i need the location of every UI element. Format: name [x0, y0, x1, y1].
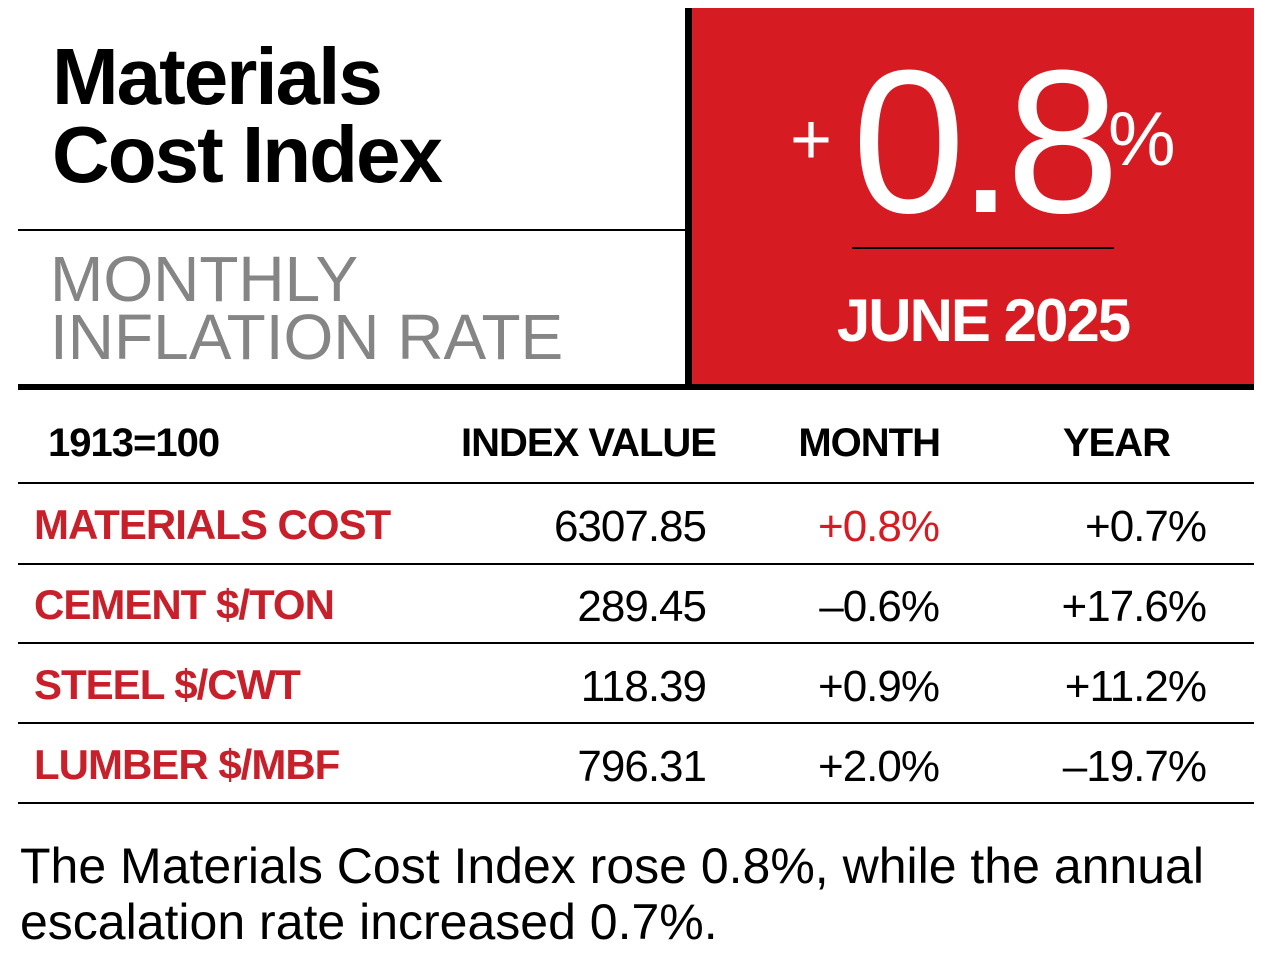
row-index-cement: 289.45	[577, 582, 707, 631]
header-bottom-rule	[18, 384, 1254, 390]
row-year-materials-cost: +0.7%	[1085, 502, 1207, 551]
row-year-cement: +17.6%	[1061, 582, 1207, 631]
highlight-value: 0.8	[852, 28, 1120, 256]
highlight-divider	[852, 247, 1114, 249]
row-index-steel: 118.39	[580, 662, 707, 711]
column-header-month: MONTH	[798, 421, 941, 465]
page-title: Materials Cost Index	[52, 32, 443, 199]
row-month-materials-cost: +0.8%	[818, 502, 940, 551]
row-label-materials-cost: MATERIALS COST	[34, 501, 391, 548]
subtitle-line-1: MONTHLY	[50, 243, 359, 315]
row-label-cement: CEMENT $/TON	[34, 581, 335, 628]
row-year-lumber: –19.7%	[1062, 742, 1207, 791]
highlight-sign: +	[790, 100, 833, 180]
highlight-period: JUNE 2025	[836, 287, 1131, 354]
subtitle: MONTHLY INFLATION RATE	[50, 243, 564, 373]
footer-note: The Materials Cost Index rose 0.8%, whil…	[20, 838, 1204, 950]
row-month-lumber: +2.0%	[818, 742, 940, 791]
title-line-1: Materials	[52, 32, 383, 121]
table-row-rule	[18, 642, 1254, 644]
table-header-rule	[18, 482, 1254, 484]
highlight-unit: %	[1108, 97, 1176, 182]
row-year-steel: +11.2%	[1064, 662, 1207, 711]
highlight-panel	[692, 8, 1254, 384]
table-row-rule	[18, 563, 1254, 565]
subtitle-line-2: INFLATION RATE	[50, 301, 564, 373]
title-divider	[18, 229, 686, 231]
row-label-lumber: LUMBER $/MBF	[34, 741, 340, 788]
column-header-year: YEAR	[1062, 421, 1171, 465]
table-row-rule	[18, 722, 1254, 724]
title-line-2: Cost Index	[52, 110, 443, 199]
row-label-steel: STEEL $/CWT	[34, 661, 301, 708]
row-index-materials-cost: 6307.85	[553, 502, 707, 551]
column-header-base: 1913=100	[48, 421, 220, 465]
vertical-divider	[685, 8, 692, 390]
row-month-cement: –0.6%	[819, 582, 940, 631]
table-bottom-rule	[18, 802, 1254, 804]
row-index-lumber: 796.31	[577, 742, 707, 791]
column-header-index-value: INDEX VALUE	[461, 421, 717, 465]
row-month-steel: +0.9%	[818, 662, 940, 711]
